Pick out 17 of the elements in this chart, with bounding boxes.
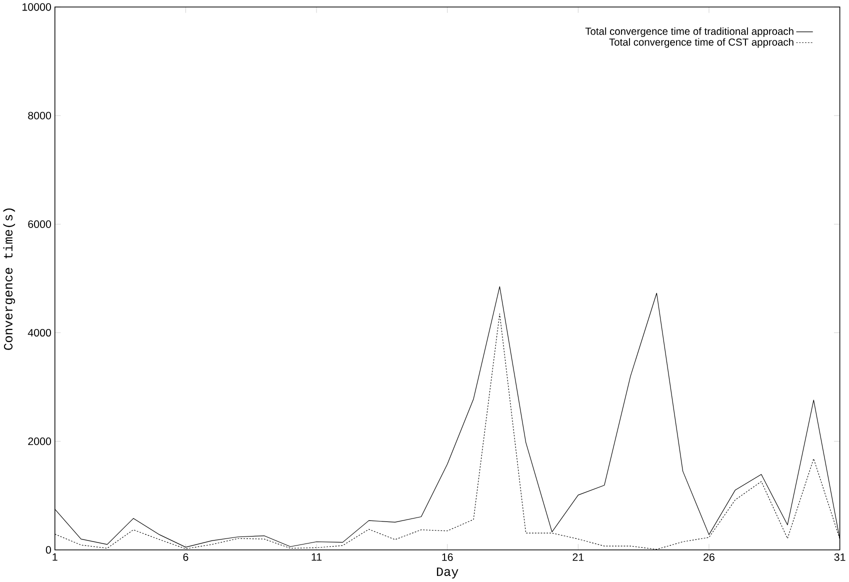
y-tick-label: 6000 [28, 220, 52, 228]
x-tick-label: 1 [52, 553, 58, 561]
legend-label: Total convergence time of CST approach [609, 38, 794, 48]
y-tick-label: 2000 [28, 438, 52, 446]
x-tick-label: 21 [572, 553, 584, 561]
legend-label: Total convergence time of traditional approach [585, 28, 794, 38]
x-tick-label: 31 [834, 553, 846, 562]
y-axis-title: Convergence time(s) [3, 208, 16, 350]
y-tick-label: 10000 [22, 3, 52, 11]
y-tick-label: 4000 [28, 329, 52, 337]
x-tick-label: 26 [704, 553, 714, 562]
x-axis-title: Day [436, 568, 458, 579]
y-tick-label: 8000 [28, 112, 52, 120]
y-tick-label: 0 [46, 546, 52, 554]
x-tick-label: 11 [312, 553, 322, 561]
x-tick-label: 6 [183, 553, 188, 562]
x-tick-label: 16 [442, 553, 453, 562]
